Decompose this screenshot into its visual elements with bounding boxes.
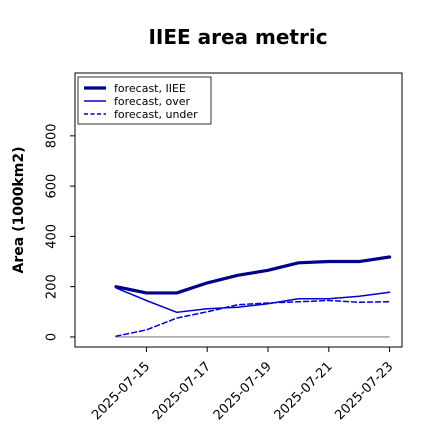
x-tick-label: 2025-07-23 <box>332 359 396 423</box>
y-tick-label: 400 <box>45 224 60 249</box>
series-line-0 <box>114 255 392 295</box>
y-axis-label: Area (1000km2) <box>11 147 27 274</box>
legend-label-1: forecast, over <box>114 95 190 108</box>
plot-frame <box>74 72 403 348</box>
y-tick-label: 0 <box>45 333 60 341</box>
legend-label-0: forecast, IIEE <box>114 82 186 95</box>
series-line-1 <box>115 287 391 314</box>
x-tick-label: 2025-07-19 <box>211 359 275 423</box>
legend-label-2: forecast, under <box>114 108 198 121</box>
x-tick-label: 2025-07-21 <box>272 359 336 423</box>
y-tick-label: 800 <box>45 123 60 148</box>
y-tick-label: 200 <box>45 274 60 299</box>
x-tick-label: 2025-07-17 <box>150 359 214 423</box>
y-tick-label: 600 <box>45 174 60 199</box>
chart-title: IIEE area metric <box>148 25 327 49</box>
x-tick-label: 2025-07-15 <box>89 359 153 423</box>
series-line-2 <box>115 299 391 337</box>
plot-area: 02004006008002025-07-152025-07-172025-07… <box>45 72 403 423</box>
